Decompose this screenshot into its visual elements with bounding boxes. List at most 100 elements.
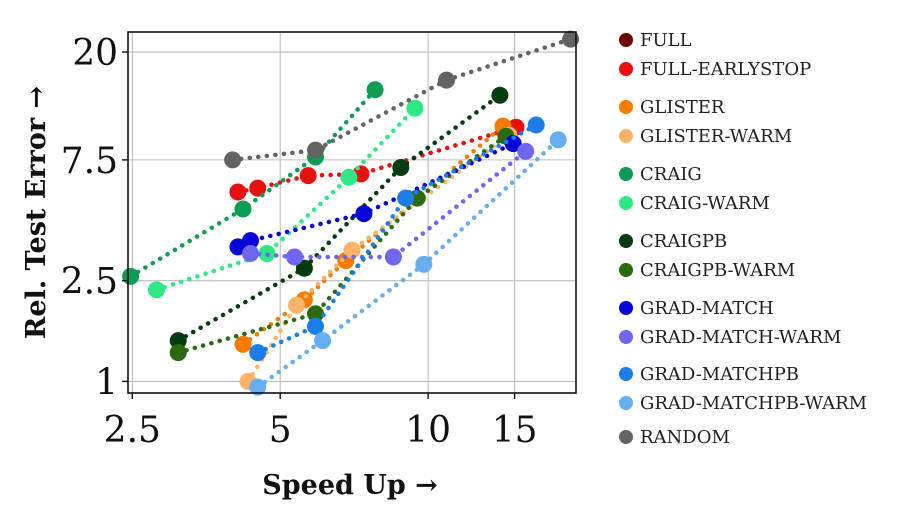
legend-marker (619, 62, 633, 76)
data-point (307, 141, 324, 159)
series-random (224, 30, 580, 169)
data-point (562, 30, 580, 48)
legend-item: RANDOM (619, 427, 730, 448)
data-point (392, 159, 410, 176)
data-point (299, 167, 317, 185)
series-line (230, 36, 573, 163)
y-tick-label: 2.5 (61, 262, 118, 303)
data-point (169, 344, 187, 362)
legend-marker (619, 33, 633, 47)
y-tick-label: 7.5 (61, 141, 118, 182)
legend-item: GRAD-MATCHPB-WARM (619, 393, 867, 414)
series-grad-matchpb (249, 116, 545, 362)
legend-label: GRAD-MATCHPB (640, 364, 799, 385)
data-point (224, 151, 242, 169)
data-point (517, 142, 535, 160)
data-point (549, 131, 567, 149)
data-point (527, 116, 545, 134)
y-tick-label: 1 (95, 362, 118, 403)
data-point (234, 200, 252, 218)
legend-item: CRAIGPB (619, 231, 727, 252)
legend-item: CRAIG (619, 164, 702, 185)
legend-label: RANDOM (640, 427, 730, 448)
legend-marker (619, 396, 633, 410)
legend-marker (619, 129, 633, 143)
x-tick-label: 10 (405, 410, 451, 451)
series-craig-warm (148, 99, 424, 299)
data-point (314, 332, 332, 350)
legend-marker (619, 263, 633, 277)
legend-marker (619, 100, 633, 114)
series-line (128, 87, 378, 279)
series-layer (122, 30, 580, 396)
data-point (438, 71, 455, 89)
legend-marker (619, 301, 633, 315)
legend-marker (619, 167, 633, 181)
legend-item: CRAIG-WARM (619, 193, 770, 214)
tick-labels: 2.5 5 10 15 1 2.5 7.5 20 (61, 33, 538, 451)
data-point (355, 205, 373, 223)
series-grad-match-warm (242, 142, 535, 266)
data-point (229, 238, 247, 256)
x-tick-label: 15 (492, 410, 538, 451)
data-point (307, 305, 324, 323)
data-point (504, 135, 522, 153)
data-point (491, 86, 509, 104)
y-axis-label: Rel. Test Error → (21, 86, 52, 339)
legend: FULL FULL-EARLYSTOP GLISTER GLISTER-WARM CRA… (619, 30, 867, 448)
series-line (175, 93, 503, 343)
series-line (154, 105, 418, 293)
data-point (169, 332, 187, 350)
data-point (249, 378, 267, 396)
data-point (340, 168, 358, 186)
legend-label: CRAIG (640, 164, 702, 185)
legend-marker (619, 234, 633, 248)
data-point (122, 267, 140, 285)
legend-marker (619, 330, 633, 344)
x-axis-label: Speed Up → (262, 470, 437, 501)
data-point (307, 317, 324, 335)
legend-label: FULL-EARLYSTOP (640, 59, 811, 80)
x-tick-label: 2.5 (104, 410, 161, 451)
legend-label: GRAD-MATCH-WARM (640, 327, 841, 348)
series-grad-matchpb-warm (249, 131, 567, 396)
legend-item: CRAIGPB-WARM (619, 260, 795, 281)
legend-label: GLISTER (640, 97, 725, 118)
legend-item: GRAD-MATCH-WARM (619, 327, 841, 348)
data-point (148, 281, 165, 299)
legend-marker (619, 196, 633, 210)
legend-label: GLISTER-WARM (640, 126, 792, 147)
data-point (234, 335, 252, 353)
legend-label: CRAIGPB (640, 231, 727, 252)
series-line (240, 123, 506, 347)
legend-label: GRAD-MATCH (640, 298, 774, 319)
data-point (406, 99, 424, 117)
legend-item: FULL-EARLYSTOP (619, 59, 811, 80)
grid (128, 32, 576, 393)
plot-frame (127, 31, 577, 394)
legend-label: CRAIG-WARM (640, 193, 770, 214)
data-point (384, 248, 402, 266)
legend-item: GLISTER-WARM (619, 126, 792, 147)
data-point (366, 81, 384, 99)
series-line (248, 149, 528, 260)
data-point (242, 232, 259, 250)
legend-label: CRAIGPB-WARM (640, 260, 795, 281)
data-point (249, 344, 267, 362)
legend-item: FULL (619, 30, 692, 51)
legend-label: GRAD-MATCHPB-WARM (640, 393, 867, 414)
legend-item: GRAD-MATCHPB (619, 364, 799, 385)
data-point (343, 241, 361, 259)
data-point (295, 259, 313, 277)
data-point (286, 248, 304, 266)
data-point (242, 245, 259, 262)
data-point (229, 183, 247, 201)
y-tick-label: 20 (72, 33, 118, 74)
data-point (288, 296, 306, 314)
legend-item: GLISTER (619, 97, 725, 118)
series-glister-warm (239, 126, 518, 390)
legend-item: GRAD-MATCH (619, 298, 774, 319)
data-point (397, 189, 415, 207)
series-line (245, 132, 512, 384)
